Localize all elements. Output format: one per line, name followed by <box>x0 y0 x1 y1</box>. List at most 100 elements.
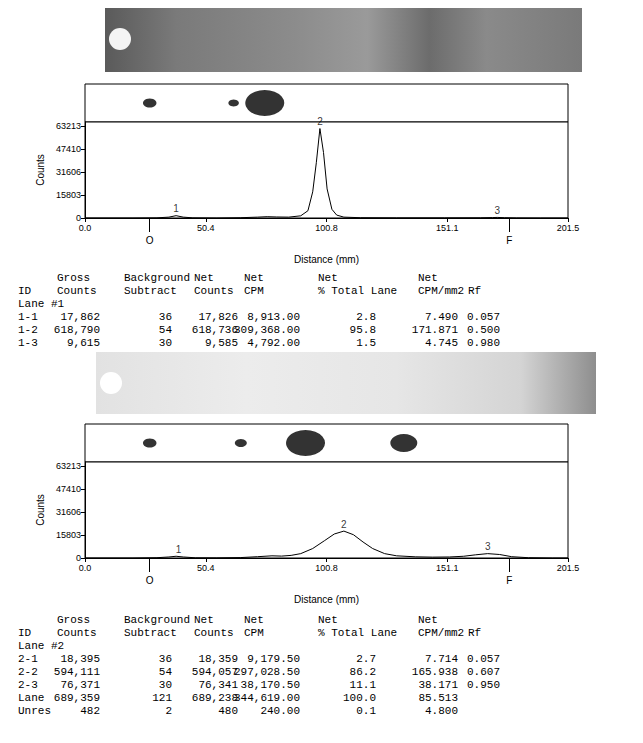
svg-text:201.5: 201.5 <box>557 563 580 573</box>
svg-text:1: 1 <box>176 544 182 555</box>
svg-text:15803: 15803 <box>56 190 81 200</box>
svg-text:50.4: 50.4 <box>197 563 215 573</box>
html-text:2-2: 2-2 <box>18 666 38 678</box>
html-text:36: 36 <box>158 311 172 323</box>
html-text:Net: Net <box>194 614 214 626</box>
html-text:7.490: 7.490 <box>425 311 458 323</box>
svg-text:100.8: 100.8 <box>315 223 338 233</box>
svg-text:100.8: 100.8 <box>315 563 338 573</box>
html-text:54: 54 <box>158 666 172 678</box>
html-text:Net: Net <box>418 614 438 626</box>
html-text:2-1: 2-1 <box>18 653 38 665</box>
svg-text:0.0: 0.0 <box>79 563 92 573</box>
html-text:2.7: 2.7 <box>356 653 376 665</box>
svg-text:0: 0 <box>76 213 81 223</box>
html-text:594,111: 594,111 <box>53 666 100 678</box>
html-text:Counts: Counts <box>57 285 97 297</box>
html-text:54: 54 <box>158 324 172 336</box>
svg-text:0: 0 <box>76 553 81 563</box>
html-text:Lane #1: Lane #1 <box>18 298 65 310</box>
svg-text:F: F <box>506 235 512 246</box>
html-text:Background: Background <box>124 272 190 284</box>
html-text:4.745: 4.745 <box>425 337 458 349</box>
html-text:618,790: 618,790 <box>53 324 100 336</box>
html-text:Counts: Counts <box>194 627 234 639</box>
html-text:CPM/mm2 Rf: CPM/mm2 Rf <box>418 627 482 639</box>
html-text:9,585: 9,585 <box>205 337 238 349</box>
html-text:% Total Lane: % Total Lane <box>318 285 398 297</box>
svg-text:2: 2 <box>341 519 347 530</box>
svg-text:O: O <box>146 575 154 586</box>
html-text:Net: Net <box>318 272 338 284</box>
html-text:18,395: 18,395 <box>60 653 100 665</box>
svg-text:O: O <box>146 235 154 246</box>
html-text:297,028.50: 297,028.50 <box>234 666 300 678</box>
svg-text:3: 3 <box>485 541 491 552</box>
html-text:17,826: 17,826 <box>198 311 238 323</box>
svg-text:63213: 63213 <box>56 121 81 131</box>
html-text:7.714: 7.714 <box>425 653 458 665</box>
html-text:Net: Net <box>418 272 438 284</box>
svg-text:Counts: Counts <box>35 494 46 526</box>
svg-text:0.0: 0.0 <box>79 223 92 233</box>
svg-text:15803: 15803 <box>56 530 81 540</box>
html-text:17,862: 17,862 <box>60 311 100 323</box>
html-text:1-2: 1-2 <box>18 324 38 336</box>
html-text:4,792.00: 4,792.00 <box>247 337 300 349</box>
html-text:618,736: 618,736 <box>191 324 238 336</box>
svg-text:50.4: 50.4 <box>197 223 215 233</box>
html-text:171.871: 171.871 <box>411 324 458 336</box>
html-text:309,368.00: 309,368.00 <box>234 324 300 336</box>
html-text:Net: Net <box>194 272 214 284</box>
svg-text:47410: 47410 <box>56 484 81 494</box>
html-text:0.057: 0.057 <box>467 653 500 665</box>
html-text:0.500: 0.500 <box>467 324 500 336</box>
svg-text:F: F <box>506 575 512 586</box>
svg-text:31606: 31606 <box>56 507 81 517</box>
html-text:36: 36 <box>158 653 172 665</box>
html-text:86.2: 86.2 <box>349 666 376 678</box>
html-text:CPM/mm2 Rf: CPM/mm2 Rf <box>418 285 482 297</box>
svg-text:63213: 63213 <box>56 461 81 471</box>
svg-text:151.1: 151.1 <box>436 563 459 573</box>
html-text:CPM: CPM <box>244 285 264 297</box>
html-text:0.057: 0.057 <box>467 311 500 323</box>
html-text:2.8: 2.8 <box>356 311 376 323</box>
html-text:30: 30 <box>158 337 172 349</box>
html-text:9,179.50: 9,179.50 <box>247 653 300 665</box>
html-text:8,913.00: 8,913.00 <box>247 311 300 323</box>
svg-text:1: 1 <box>173 203 179 214</box>
svg-text:151.1: 151.1 <box>436 223 459 233</box>
html-text:0.980: 0.980 <box>467 337 500 349</box>
svg-text:Distance (mm): Distance (mm) <box>294 254 359 265</box>
html-text:1.5: 1.5 <box>356 337 376 349</box>
html-text:Gross: Gross <box>57 614 90 626</box>
html-text:594,057: 594,057 <box>191 666 238 678</box>
html-text:Background: Background <box>124 614 190 626</box>
html-text:Lane #2: Lane #2 <box>18 640 65 652</box>
html-text:ID: ID <box>18 627 32 639</box>
html-text:Gross: Gross <box>57 272 90 284</box>
svg-text:47410: 47410 <box>56 144 81 154</box>
html-text:9,615: 9,615 <box>67 337 100 349</box>
html-text:Counts: Counts <box>194 285 234 297</box>
html-text:CPM: CPM <box>244 627 264 639</box>
html-text:Subtract: Subtract <box>124 627 177 639</box>
html-text:95.8: 95.8 <box>349 324 376 336</box>
html-text:Net: Net <box>244 272 264 284</box>
svg-text:3: 3 <box>495 205 501 216</box>
html-text:1-3: 1-3 <box>18 337 38 349</box>
html-text:Subtract: Subtract <box>124 285 177 297</box>
html-text:ID: ID <box>18 285 32 297</box>
svg-text:2: 2 <box>317 116 323 127</box>
svg-text:201.5: 201.5 <box>557 223 580 233</box>
html-text:% Total Lane: % Total Lane <box>318 627 398 639</box>
svg-text:Counts: Counts <box>35 154 46 186</box>
html-text:Counts: Counts <box>57 627 97 639</box>
svg-text:31606: 31606 <box>56 167 81 177</box>
html-text:1-1: 1-1 <box>18 311 38 323</box>
html-text:18,359: 18,359 <box>198 653 238 665</box>
html-text:Net: Net <box>244 614 264 626</box>
svg-text:Distance (mm): Distance (mm) <box>294 594 359 605</box>
html-text:Net: Net <box>318 614 338 626</box>
